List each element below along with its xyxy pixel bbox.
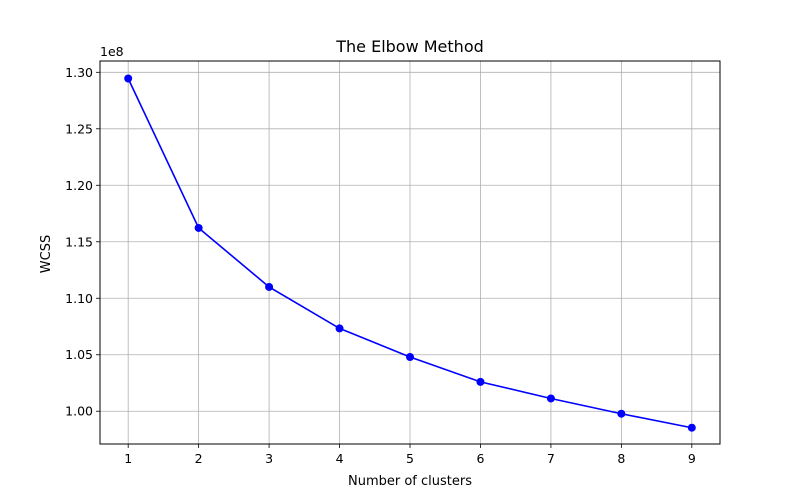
x-tick-label: 1	[124, 451, 132, 466]
y-tick-label: 1.00	[65, 404, 93, 419]
x-tick-label: 3	[265, 451, 273, 466]
data-point	[335, 324, 344, 333]
y-axis-ticks: 1.00 1.05 1.10 1.15 1.20 1.25 1.30	[65, 65, 100, 419]
x-tick-label: 9	[688, 451, 696, 466]
x-tick-label: 7	[547, 451, 555, 466]
y-tick-label: 1.30	[65, 65, 93, 80]
chart-title: The Elbow Method	[335, 37, 484, 56]
y-tick-label: 1.20	[65, 178, 93, 193]
y-tick-label: 1.05	[65, 347, 93, 362]
data-point	[194, 223, 203, 232]
data-point	[476, 377, 485, 386]
y-tick-label: 1.25	[65, 121, 93, 136]
y-tick-label: 1.10	[65, 291, 93, 306]
series-wcss	[124, 74, 696, 432]
x-tick-label: 5	[406, 451, 414, 466]
data-point	[124, 74, 133, 83]
y-axis-offset-label: 1e8	[100, 44, 124, 59]
data-point	[617, 409, 626, 418]
x-tick-label: 6	[476, 451, 484, 466]
data-point	[406, 353, 414, 362]
data-point	[546, 394, 555, 403]
data-point	[265, 282, 274, 291]
x-tick-label: 2	[195, 451, 203, 466]
x-tick-label: 4	[336, 451, 344, 466]
data-point	[687, 423, 696, 432]
y-axis-label: WCSS	[39, 235, 54, 273]
x-axis-ticks: 1 2 3 4 5 6 7 8 9	[124, 444, 696, 466]
x-axis-label: Number of clusters	[348, 474, 472, 489]
x-tick-label: 8	[617, 451, 625, 466]
y-tick-label: 1.15	[65, 234, 93, 249]
